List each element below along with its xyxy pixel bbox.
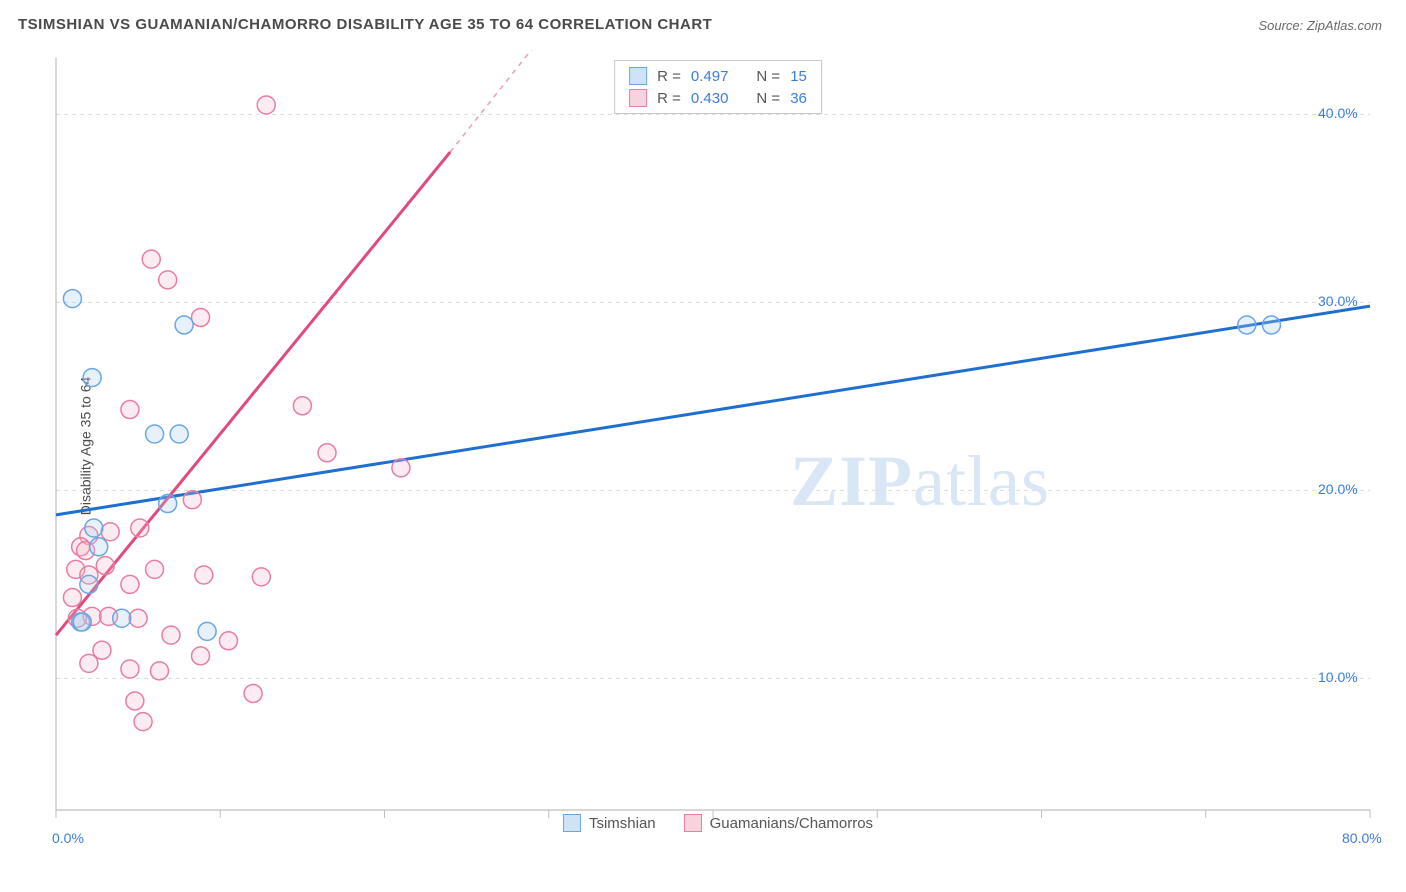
r-value: 0.497 xyxy=(691,68,729,85)
series-swatch xyxy=(684,814,702,832)
legend: Tsimshian Guamanians/Chamorros xyxy=(563,814,873,832)
series-swatch xyxy=(629,89,647,107)
r-value: 0.430 xyxy=(691,90,729,107)
y-tick-label: 10.0% xyxy=(1318,669,1358,685)
n-label: N = xyxy=(756,90,780,107)
series-swatch xyxy=(629,67,647,85)
scatter-plot xyxy=(50,50,1386,830)
stats-row: R = 0.430 N = 36 xyxy=(615,87,821,109)
series-swatch xyxy=(563,814,581,832)
y-tick-label: 30.0% xyxy=(1318,293,1358,309)
y-tick-label: 20.0% xyxy=(1318,481,1358,497)
n-value: 36 xyxy=(790,90,807,107)
chart-title: TSIMSHIAN VS GUAMANIAN/CHAMORRO DISABILI… xyxy=(18,16,712,33)
stats-row: R = 0.497 N = 15 xyxy=(615,65,821,87)
legend-item: Tsimshian xyxy=(563,814,656,832)
n-label: N = xyxy=(756,68,780,85)
y-tick-label: 40.0% xyxy=(1318,105,1358,121)
legend-label: Tsimshian xyxy=(589,815,656,832)
r-label: R = xyxy=(657,90,681,107)
stats-box: R = 0.497 N = 15 R = 0.430 N = 36 xyxy=(614,60,822,114)
legend-label: Guamanians/Chamorros xyxy=(710,815,873,832)
chart-header: TSIMSHIAN VS GUAMANIAN/CHAMORRO DISABILI… xyxy=(18,16,1388,40)
n-value: 15 xyxy=(790,68,807,85)
chart-source: Source: ZipAtlas.com xyxy=(1258,18,1382,33)
legend-item: Guamanians/Chamorros xyxy=(684,814,873,832)
x-tick-label: 0.0% xyxy=(52,830,84,846)
r-label: R = xyxy=(657,68,681,85)
x-tick-label: 80.0% xyxy=(1342,830,1382,846)
chart-area: ZIPatlas R =0.497N =15R =0.430N =36 Tsim… xyxy=(50,50,1386,830)
